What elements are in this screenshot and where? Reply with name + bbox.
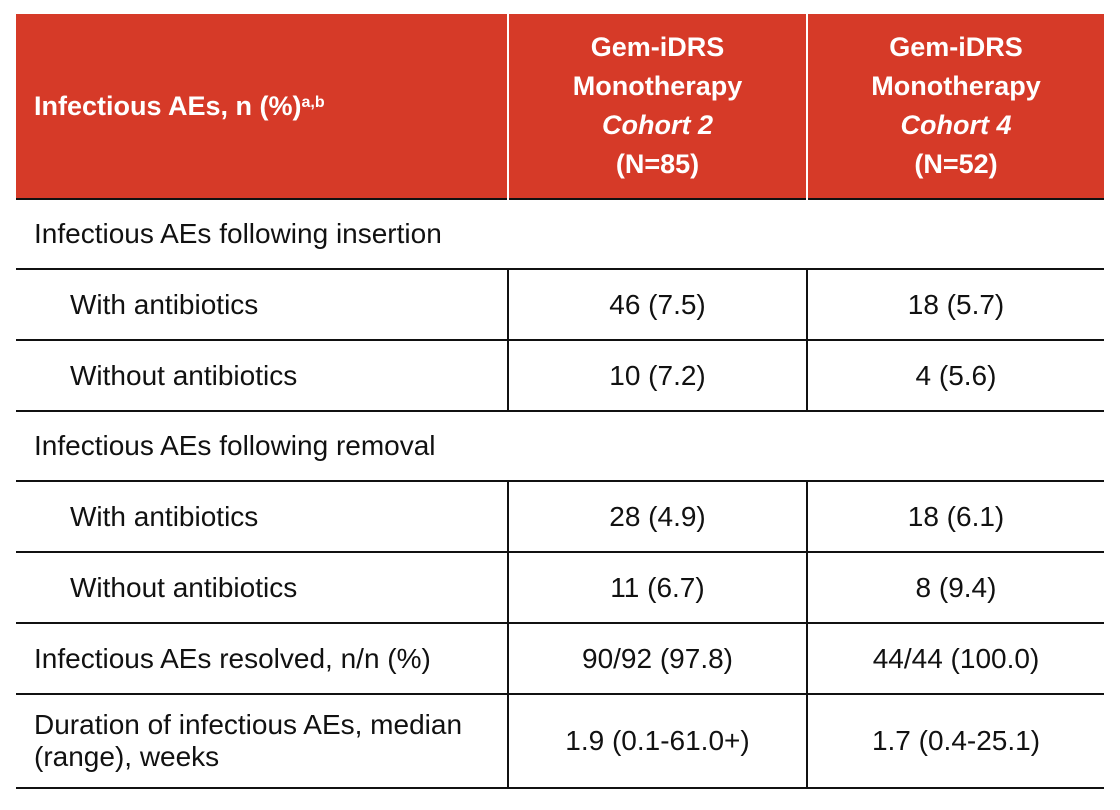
cell-value: 10 (7.2) [507, 339, 807, 412]
row-label: With antibiotics [16, 480, 508, 553]
cell-value: 4 (5.6) [806, 339, 1104, 412]
row-label: Without antibiotics [16, 339, 508, 412]
header-row: Infectious AEs, n (%)a,b Gem-iDRS Monoth… [16, 14, 1104, 199]
row-label: Without antibiotics [16, 551, 508, 624]
table-body: Infectious AEs following insertion With a… [16, 198, 1104, 789]
column-cohort: Cohort 4 [900, 110, 1012, 140]
cell-value: 28 (4.9) [507, 480, 807, 553]
data-row: Duration of infectious AEs, median (rang… [16, 693, 1104, 789]
infection-table: Infectious AEs, n (%)a,b Gem-iDRS Monoth… [16, 14, 1104, 789]
column-line: Gem-iDRS [590, 32, 725, 62]
column-line: Monotherapy [572, 71, 743, 101]
footnote-marker: a,b [301, 93, 325, 111]
column-cohort: Cohort 2 [602, 110, 713, 140]
column-n: (N=52) [914, 149, 998, 179]
cell-value: 44/44 (100.0) [806, 622, 1104, 695]
section-label: Infectious AEs following insertion [16, 198, 1104, 270]
header-label-text: Infectious AEs, n (%) [34, 90, 302, 121]
header-label: Infectious AEs, n (%)a,b [16, 14, 508, 199]
row-label: Duration of infectious AEs, median (rang… [16, 693, 508, 789]
data-row: Without antibiotics 11 (6.7) 8 (9.4) [16, 551, 1104, 624]
cell-value: 46 (7.5) [507, 268, 807, 341]
section-row: Infectious AEs following insertion [16, 198, 1104, 270]
cell-value: 18 (6.1) [806, 480, 1104, 553]
cell-value: 11 (6.7) [507, 551, 807, 624]
data-row: Infectious AEs resolved, n/n (%) 90/92 (9… [16, 622, 1104, 695]
cell-value: 1.9 (0.1-61.0+) [507, 693, 807, 789]
column-header: Gem-iDRS Monotherapy Cohort 2 (N=85) [507, 14, 807, 199]
cell-value: 8 (9.4) [806, 551, 1104, 624]
cell-value: 1.7 (0.4-25.1) [806, 693, 1104, 789]
data-row: Without antibiotics 10 (7.2) 4 (5.6) [16, 339, 1104, 412]
column-line: Monotherapy [871, 71, 1041, 101]
data-row: With antibiotics 46 (7.5) 18 (5.7) [16, 268, 1104, 341]
row-label: With antibiotics [16, 268, 508, 341]
data-row: With antibiotics 28 (4.9) 18 (6.1) [16, 480, 1104, 553]
column-n: (N=85) [615, 149, 700, 179]
row-label: Infectious AEs resolved, n/n (%) [16, 622, 508, 695]
column-header: Gem-iDRS Monotherapy Cohort 4 (N=52) [806, 14, 1104, 199]
cell-value: 90/92 (97.8) [507, 622, 807, 695]
column-line: Gem-iDRS [889, 32, 1023, 62]
section-label: Infectious AEs following removal [16, 410, 1104, 482]
cell-value: 18 (5.7) [806, 268, 1104, 341]
section-row: Infectious AEs following removal [16, 410, 1104, 482]
